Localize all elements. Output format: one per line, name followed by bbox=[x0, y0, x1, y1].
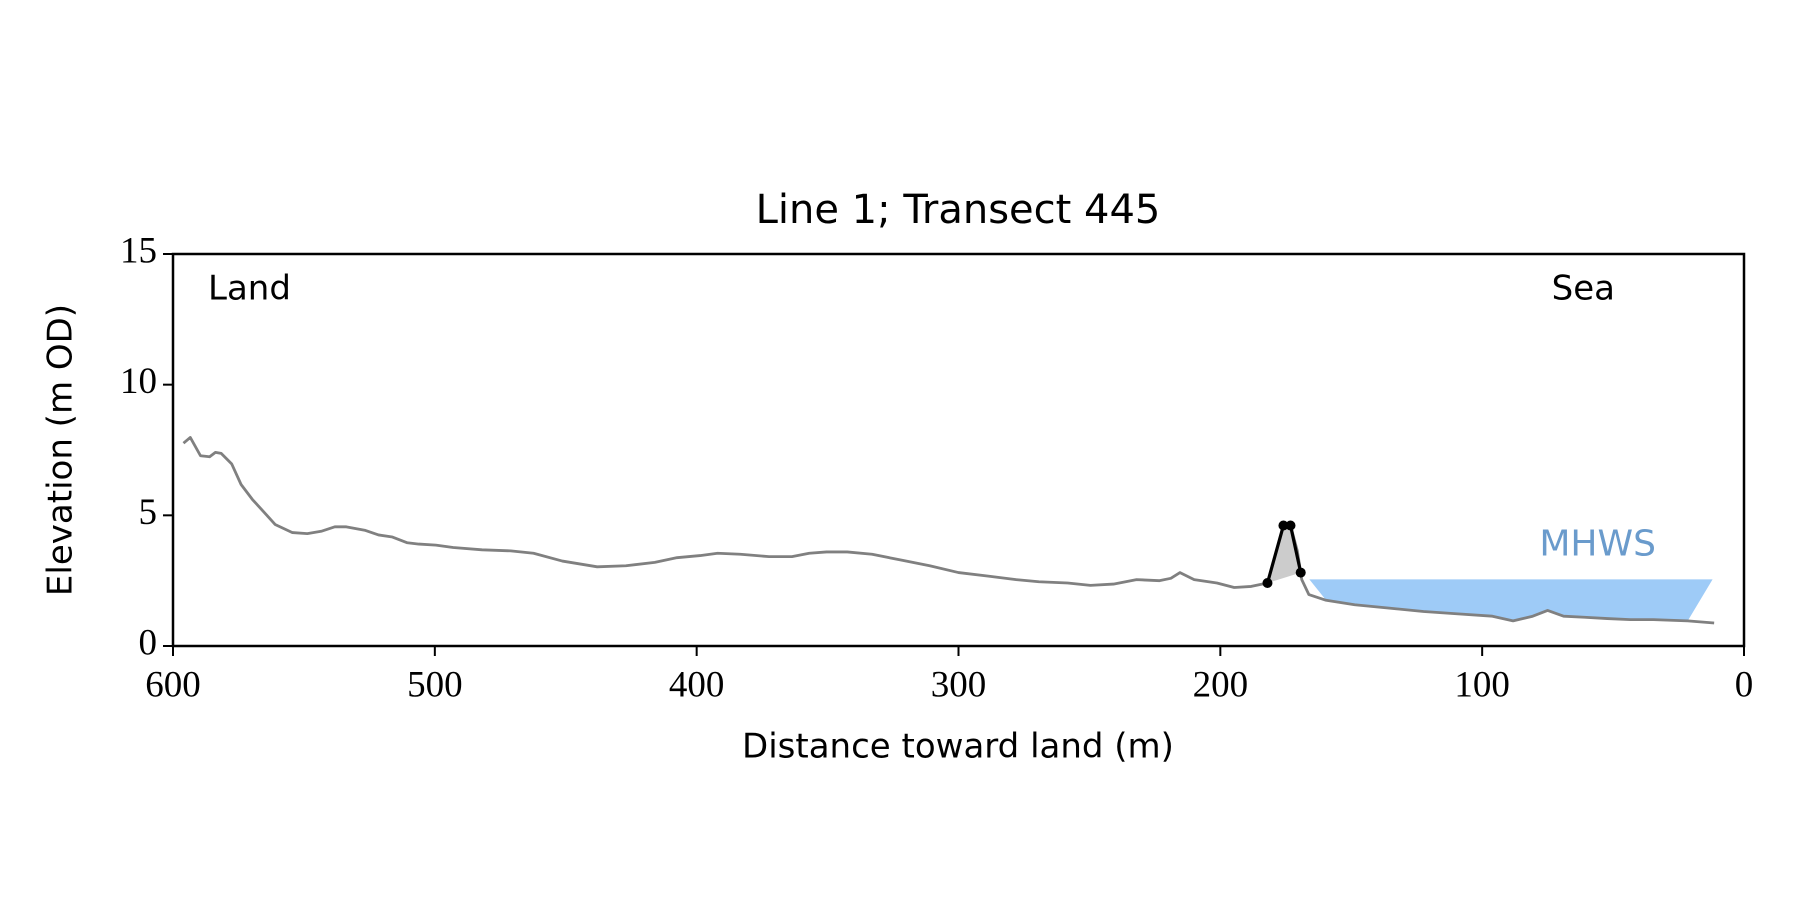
y-tick-label: 10 bbox=[120, 361, 157, 402]
dune-point bbox=[1278, 520, 1289, 531]
dune-point bbox=[1295, 567, 1306, 578]
x-tick-label: 100 bbox=[1454, 664, 1510, 705]
profile-line bbox=[182, 436, 1715, 625]
x-tick-label: 600 bbox=[145, 664, 201, 705]
x-tick-label: 500 bbox=[407, 664, 463, 705]
x-tick-label: 300 bbox=[931, 664, 987, 705]
y-tick-label: 0 bbox=[139, 622, 158, 663]
sea-annotation: Sea bbox=[1552, 269, 1615, 309]
y-tick-label: 5 bbox=[139, 492, 158, 533]
x-tick-label: 200 bbox=[1193, 664, 1249, 705]
chart-title: Line 1; Transect 445 bbox=[756, 187, 1161, 233]
land-annotation: Land bbox=[208, 269, 291, 309]
y-axis-label: Elevation (m OD) bbox=[41, 304, 81, 596]
dune-point bbox=[1285, 520, 1296, 531]
x-tick-label: 400 bbox=[669, 664, 725, 705]
x-tick-label: 0 bbox=[1735, 664, 1754, 705]
y-tick-label: 15 bbox=[120, 230, 157, 271]
mhws-label: MHWS bbox=[1539, 523, 1656, 564]
dune-point bbox=[1262, 578, 1273, 589]
mhws-fill bbox=[1309, 579, 1713, 621]
x-axis-label: Distance toward land (m) bbox=[742, 727, 1174, 767]
